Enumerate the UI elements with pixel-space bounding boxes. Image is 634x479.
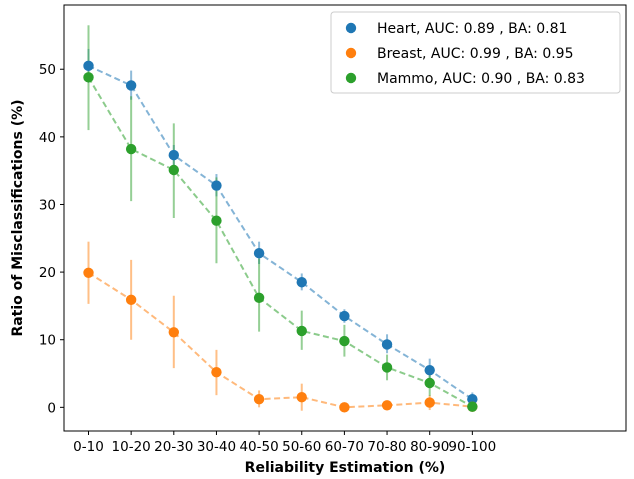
x-tick-label: 90-100	[448, 439, 496, 455]
x-tick-label: 40-50	[239, 439, 278, 455]
x-tick-label: 10-20	[112, 439, 151, 455]
y-tick-label: 20	[39, 265, 56, 281]
data-point	[253, 394, 265, 405]
data-point	[211, 215, 222, 226]
data-point	[168, 149, 179, 161]
legend-marker	[345, 72, 357, 84]
y-ticks: 0 10 20 30 40 50	[39, 62, 64, 416]
data-point	[125, 294, 137, 306]
series-line	[87, 76, 473, 408]
x-axis-label: Reliability Estimation (%)	[245, 460, 446, 476]
series-line	[87, 271, 473, 409]
data-point	[339, 310, 350, 322]
legend-label: Mammo, AUC: 0.90 , BA: 0.83	[377, 71, 585, 87]
data-point	[296, 391, 307, 403]
y-tick-label: 30	[39, 197, 56, 213]
data-point	[424, 377, 435, 389]
series-line	[88, 64, 473, 401]
plot-frame	[63, 4, 627, 432]
data-point	[381, 339, 393, 350]
x-tick-label: 50-60	[282, 439, 321, 455]
data-point	[296, 277, 307, 288]
data-point	[125, 80, 137, 91]
legend-marker	[345, 22, 357, 34]
data-point	[211, 366, 222, 378]
y-tick-label: 40	[39, 130, 56, 146]
legend-label: Heart, AUC: 0.89 , BA: 0.81	[377, 21, 567, 37]
data-point	[381, 400, 393, 411]
data-point	[168, 164, 179, 176]
x-tick-label: 30-40	[197, 439, 236, 455]
data-point	[83, 72, 94, 83]
x-ticks: 0-10 10-20 20-30 30-40 40-50 50-60 60-70 70-80 8…	[73, 431, 496, 455]
data-point	[467, 394, 478, 405]
series-markers	[83, 60, 478, 413]
y-tick-label: 10	[39, 333, 56, 349]
data-point	[381, 362, 393, 373]
data-point	[296, 325, 307, 337]
y-tick-label: 0	[47, 400, 56, 416]
legend: Heart, AUC: 0.89 , BA: 0.81 Breast, AUC: …	[330, 11, 621, 94]
x-tick-label: 20-30	[154, 439, 193, 455]
legend-marker	[345, 47, 357, 59]
data-point	[467, 401, 478, 412]
x-tick-label: 80-90	[410, 439, 449, 455]
y-axis-label: Ratio of Misclassifications (%)	[10, 99, 26, 336]
data-point	[168, 327, 179, 338]
data-point	[125, 143, 137, 155]
data-point	[83, 267, 94, 278]
y-tick-label: 50	[39, 62, 56, 78]
x-tick-label: 60-70	[325, 439, 364, 455]
data-point	[339, 402, 350, 413]
data-point	[253, 292, 265, 303]
data-point	[253, 247, 265, 259]
x-tick-label: 0-10	[73, 439, 104, 455]
data-point	[424, 397, 435, 408]
data-point	[83, 60, 94, 72]
x-tick-label: 70-80	[367, 439, 406, 455]
data-point	[424, 364, 435, 376]
data-point	[339, 335, 350, 347]
legend-frame	[330, 11, 621, 94]
data-point	[211, 180, 222, 191]
legend-label: Breast, AUC: 0.99 , BA: 0.95	[377, 46, 574, 62]
series-lines	[87, 64, 473, 409]
